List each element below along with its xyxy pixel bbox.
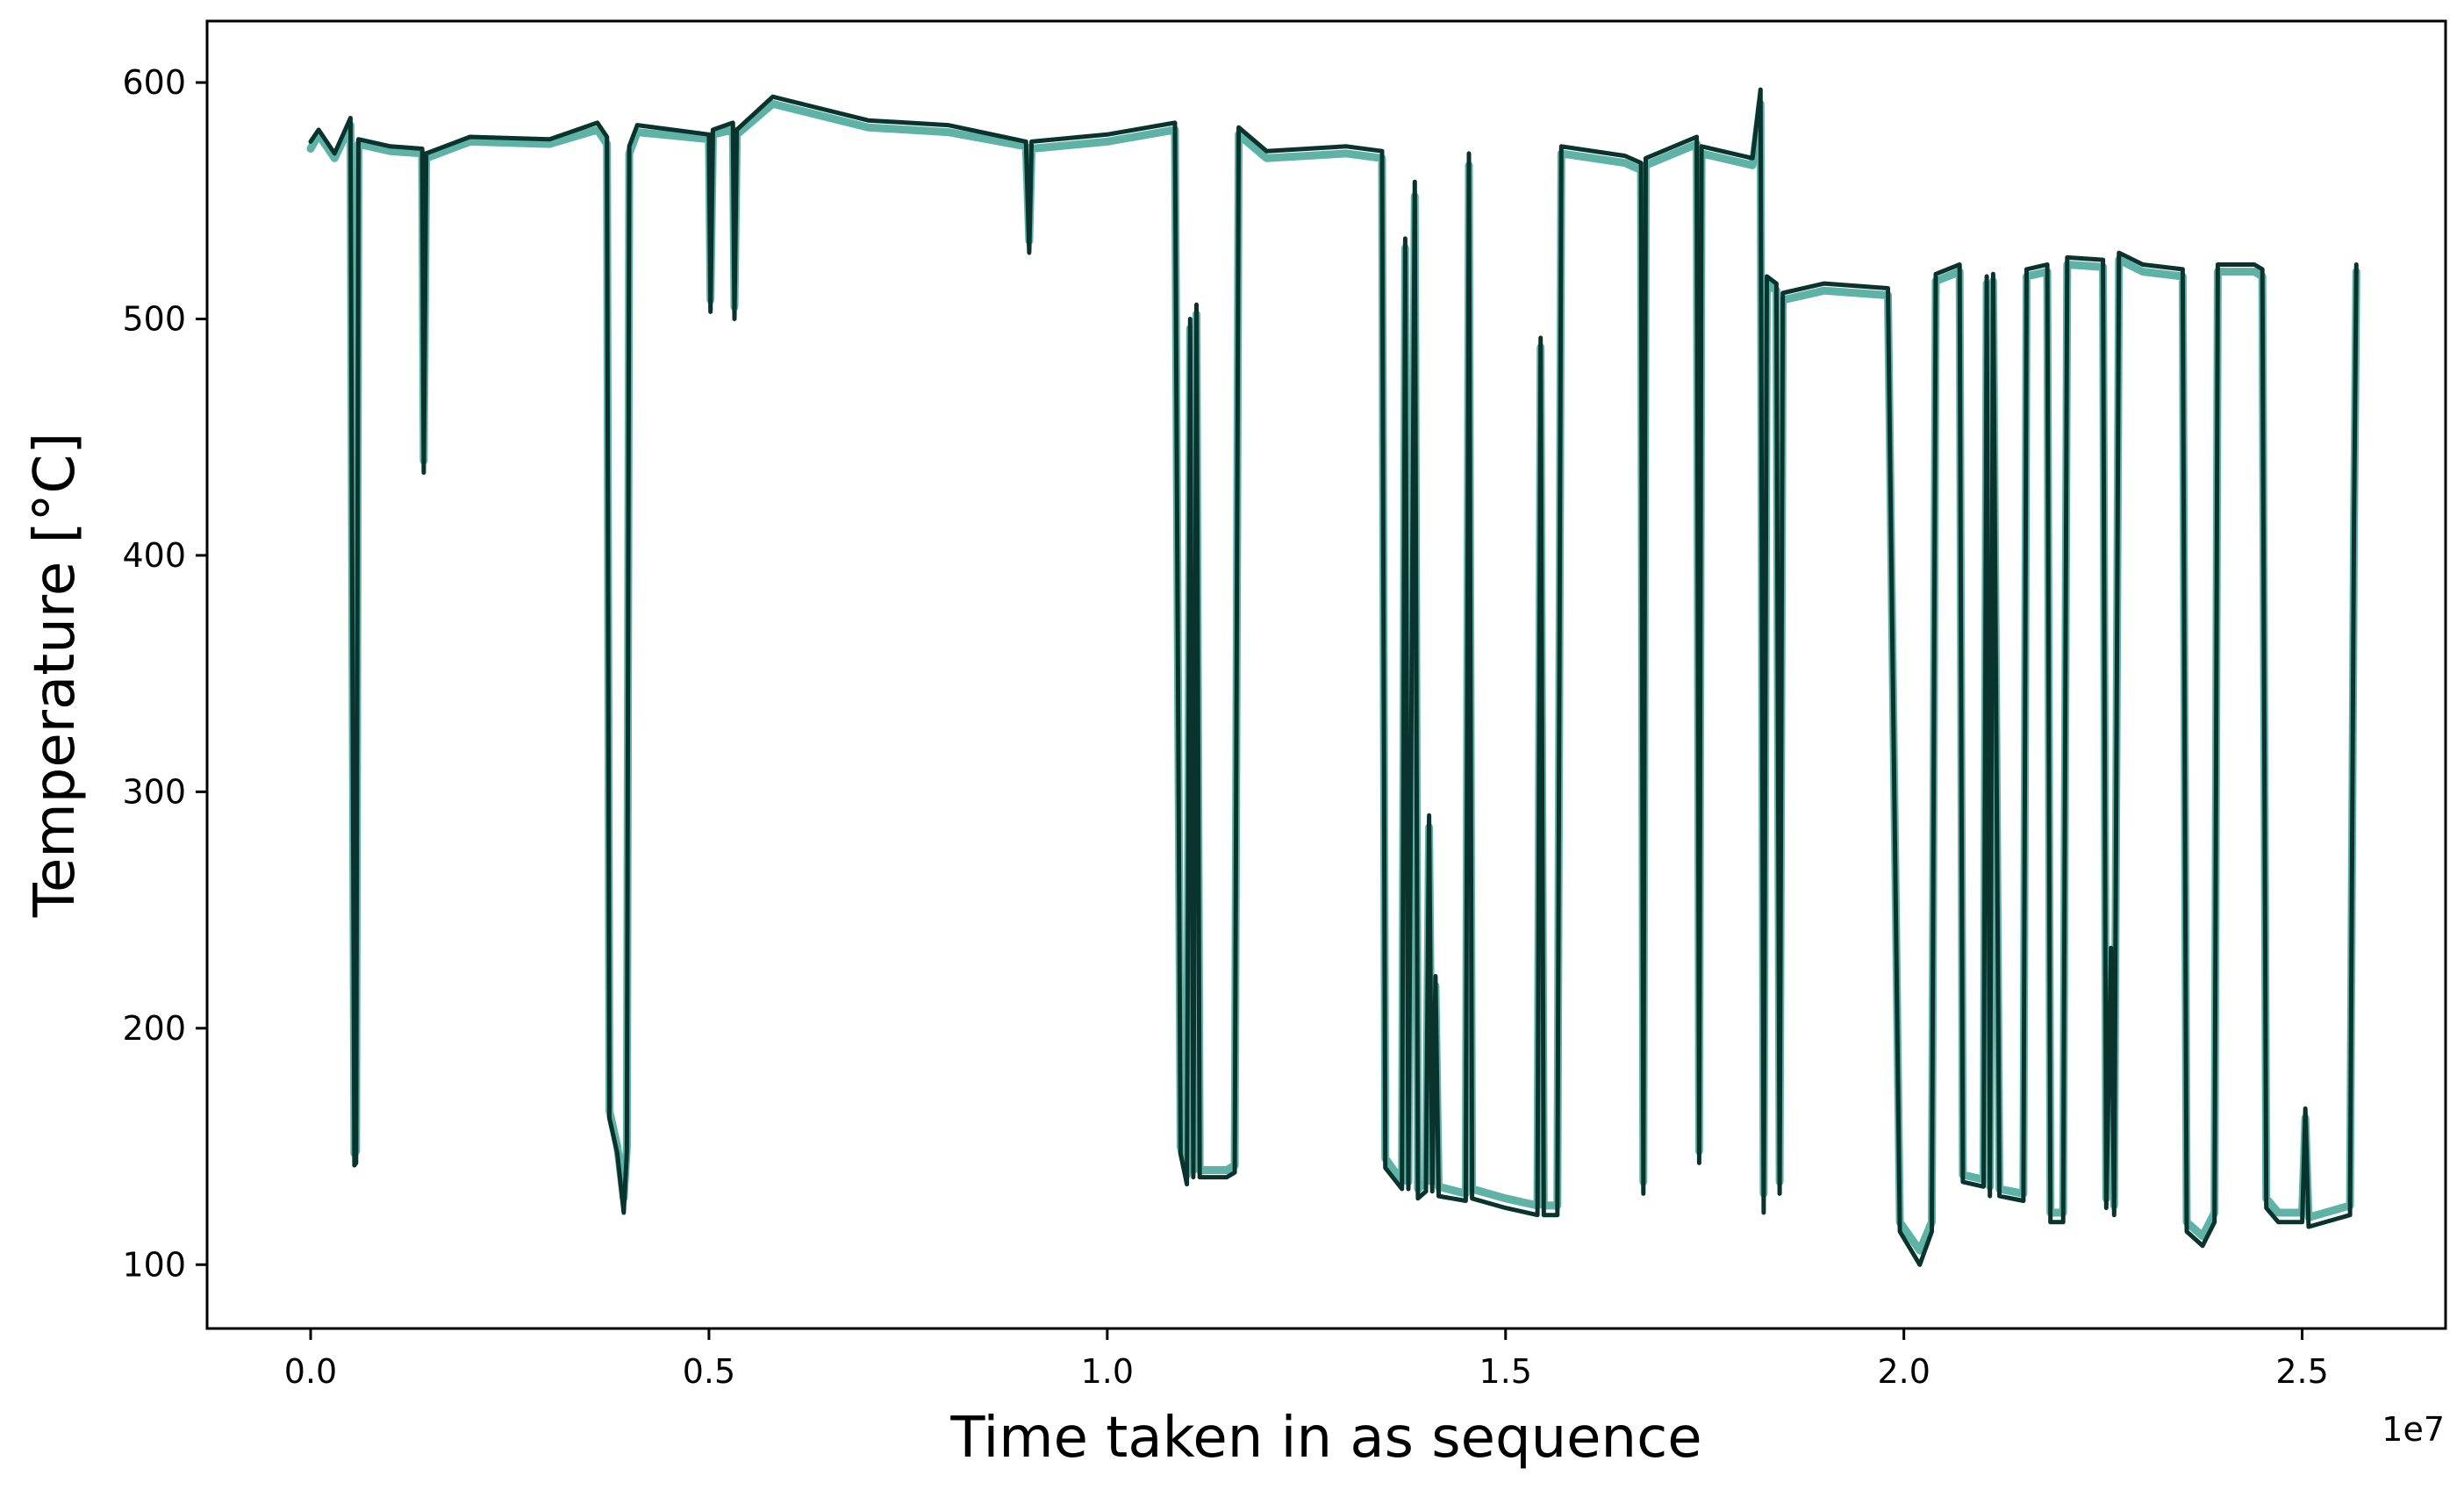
y-axis: 100 200 300 400 500 600: [122, 63, 207, 1284]
x-axis: 0.0 0.5 1.0 1.5 2.0 2.5: [284, 1328, 2329, 1391]
series-line-2: [308, 87, 2359, 1267]
y-tick-label: 400: [122, 536, 186, 575]
x-axis-offset-label: 1e7: [2382, 1410, 2445, 1449]
x-tick-label: 2.0: [1877, 1352, 1930, 1391]
x-tick-label: 1.5: [1479, 1352, 1532, 1391]
y-tick-label: 200: [122, 1009, 186, 1048]
x-tick-label: 0.5: [683, 1352, 735, 1391]
x-tick-label: 1.0: [1081, 1352, 1134, 1391]
y-tick-label: 100: [122, 1245, 186, 1284]
x-tick-label: 2.5: [2275, 1352, 2328, 1391]
y-tick-label: 300: [122, 772, 186, 811]
series-layer: [306, 87, 2360, 1267]
x-axis-title: Time taken in as sequence: [949, 1406, 1701, 1471]
y-axis-title: Temperature [°C]: [23, 433, 88, 918]
y-tick-label: 500: [122, 299, 186, 338]
plot-frame: [205, 19, 2447, 1330]
y-tick-label: 600: [122, 63, 186, 102]
x-tick-label: 0.0: [284, 1352, 337, 1391]
